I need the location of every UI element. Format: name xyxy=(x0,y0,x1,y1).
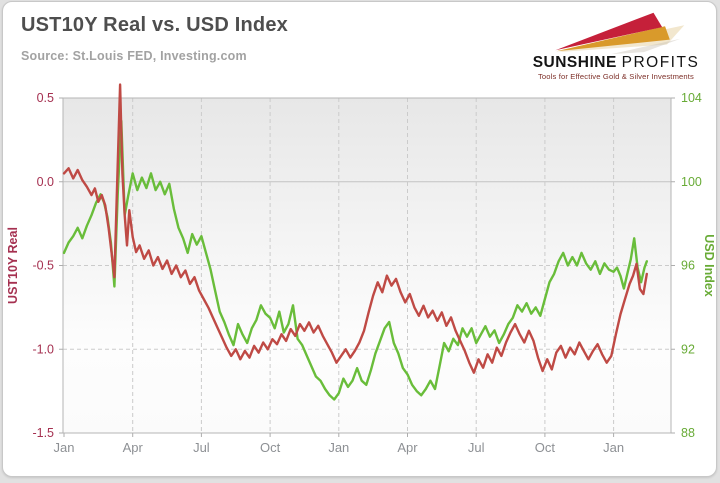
y-left-tick-label: 0.0 xyxy=(37,175,54,189)
logo-brand-primary: SUNSHINE xyxy=(532,54,617,71)
y-left-tick-label: 0.5 xyxy=(37,91,54,105)
x-tick-label: Oct xyxy=(535,440,556,455)
logo-brand-secondary: PROFITS xyxy=(621,54,700,71)
chart-title: UST10Y Real vs. USD Index xyxy=(21,14,288,36)
logo-rays-icon xyxy=(555,12,685,55)
y-left-tick-label: -1.5 xyxy=(32,426,54,440)
chart-card: UST10Y Real vs. USD Index Source: St.Lou… xyxy=(2,1,717,477)
y-right-tick-label: 104 xyxy=(681,91,702,105)
x-tick-label: Jan xyxy=(328,440,349,455)
y-right-axis-title: USD Index xyxy=(702,234,716,297)
y-left-tick-label: -0.5 xyxy=(32,259,54,273)
series-usd-index xyxy=(62,119,648,401)
series-ust10y-real xyxy=(62,83,648,374)
sunshine-profits-logo: SUNSHINE PROFITS Tools for Effective Gol… xyxy=(532,6,700,81)
y-right-tick-label: 88 xyxy=(681,426,695,440)
x-tick-label: Jul xyxy=(193,440,210,455)
x-tick-label: Oct xyxy=(260,440,281,455)
logo-brand-text: SUNSHINE PROFITS xyxy=(532,54,700,71)
x-tick-label: Apr xyxy=(397,440,418,455)
y-left-axis-title: UST10Y Real xyxy=(6,227,20,304)
y-left-tick-label: -1.0 xyxy=(32,342,54,356)
y-right-tick-label: 96 xyxy=(681,259,695,273)
x-tick-label: Jul xyxy=(468,440,485,455)
logo-tagline: Tools for Effective Gold & Silver Invest… xyxy=(537,72,694,81)
y-right-tick-label: 92 xyxy=(681,342,695,356)
line-chart: 0.5 0.0 -0.5 -1.0 -1.5 104 100 96 92 88 Jan Apr Jul O… xyxy=(6,83,716,455)
chart-source: Source: St.Louis FED, Investing.com xyxy=(21,49,247,63)
y-right-tick-label: 100 xyxy=(681,175,702,189)
x-tick-label: Jan xyxy=(54,440,75,455)
x-tick-label: Apr xyxy=(123,440,144,455)
x-tick-label: Jan xyxy=(603,440,624,455)
